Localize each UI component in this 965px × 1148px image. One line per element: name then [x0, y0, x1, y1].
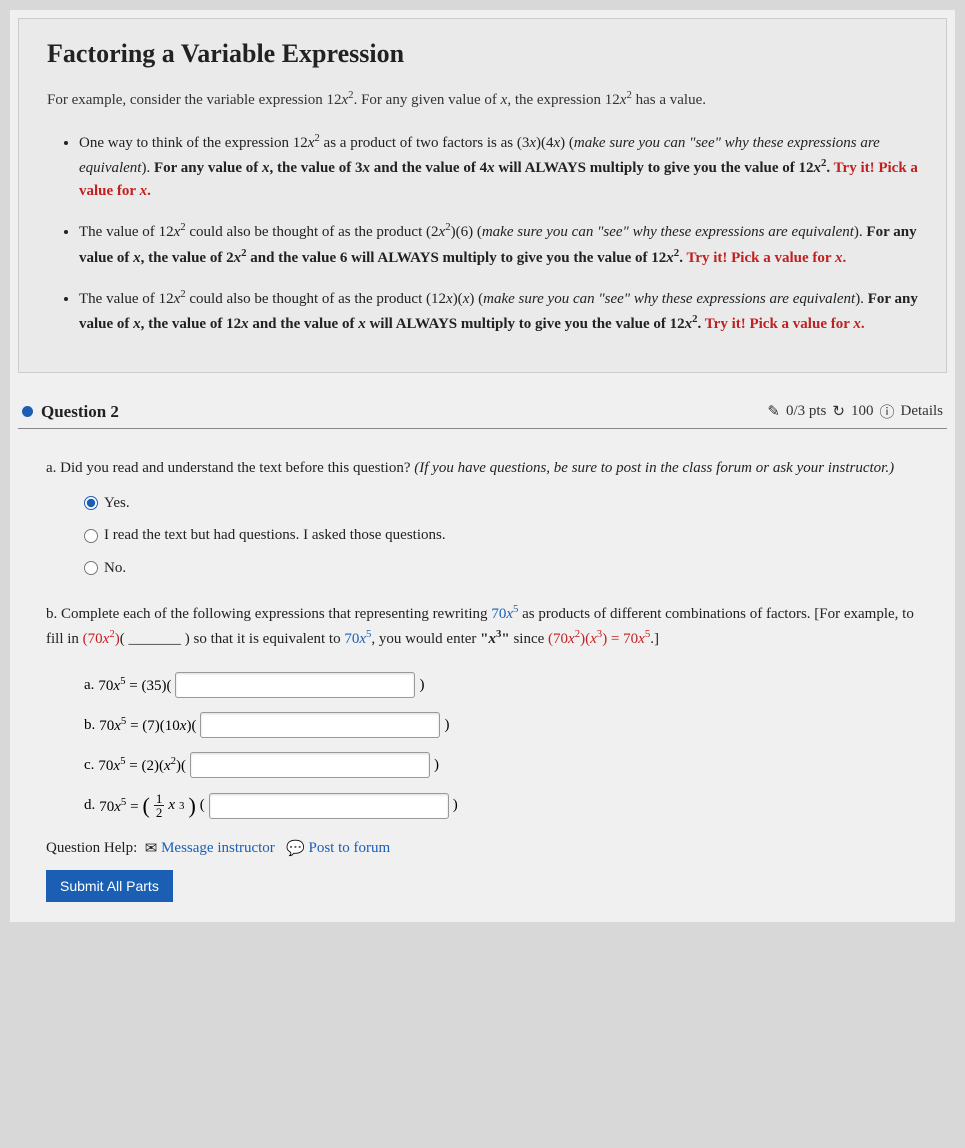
intro-mid: . For any given value of — [354, 92, 501, 108]
envelope-icon: ✉ — [145, 839, 158, 858]
part-b: b. Complete each of the following expres… — [46, 601, 919, 650]
radio-yes[interactable] — [84, 496, 98, 510]
submit-button[interactable]: Submit All Parts — [46, 870, 173, 902]
details-link[interactable]: Details — [901, 403, 944, 420]
radio-option-no[interactable]: No. — [84, 557, 919, 580]
sub-d: d. 70x5 = (12x3) ( ) — [84, 792, 919, 819]
answer-input-d[interactable] — [209, 793, 449, 819]
attempts-label: 100 — [851, 403, 874, 420]
lesson-box: Factoring a Variable Expression For exam… — [18, 18, 947, 373]
message-instructor-link[interactable]: Message instructor — [161, 840, 275, 856]
info-icon[interactable]: ⓘ — [879, 401, 894, 422]
answer-input-b[interactable] — [200, 712, 440, 738]
bullet-2: The value of 12x2 could also be thought … — [79, 219, 918, 270]
question-title: Question 2 — [41, 402, 119, 422]
retry-icon: ↻ — [832, 402, 845, 421]
bullet-3: The value of 12x2 could also be thought … — [79, 286, 918, 337]
sub-c: c. 70x5 = (2)(x2)( ) — [84, 752, 919, 778]
comment-icon: 💬 — [286, 839, 305, 858]
post-forum-link[interactable]: Post to forum — [309, 840, 391, 856]
question-dot-icon — [22, 406, 33, 417]
answer-input-a[interactable] — [175, 672, 415, 698]
edit-icon[interactable]: ✎ — [767, 402, 780, 421]
points-label: 0/3 pts — [786, 403, 826, 420]
radio-questions[interactable] — [84, 529, 98, 543]
radio-option-questions[interactable]: I read the text but had questions. I ask… — [84, 524, 919, 547]
intro-post: has a value. — [632, 92, 706, 108]
intro-pre: For example, consider the variable expre… — [47, 92, 327, 108]
part-a: a. Did you read and understand the text … — [46, 457, 919, 579]
lesson-title: Factoring a Variable Expression — [47, 39, 918, 69]
radio-option-yes[interactable]: Yes. — [84, 492, 919, 515]
bullet-1: One way to think of the expression 12x2 … — [79, 130, 918, 204]
answer-input-c[interactable] — [190, 752, 430, 778]
radio-no[interactable] — [84, 561, 98, 575]
sub-b: b. 70x5 = (7)(10x)( ) — [84, 712, 919, 738]
lesson-intro: For example, consider the variable expre… — [47, 87, 918, 112]
sub-a: a. 70x5 = (35)( ) — [84, 672, 919, 698]
help-row: Question Help: ✉ Message instructor 💬 Po… — [46, 833, 919, 870]
question-header: Question 2 ✎ 0/3 pts ↻ 100 ⓘ Details — [18, 393, 947, 429]
